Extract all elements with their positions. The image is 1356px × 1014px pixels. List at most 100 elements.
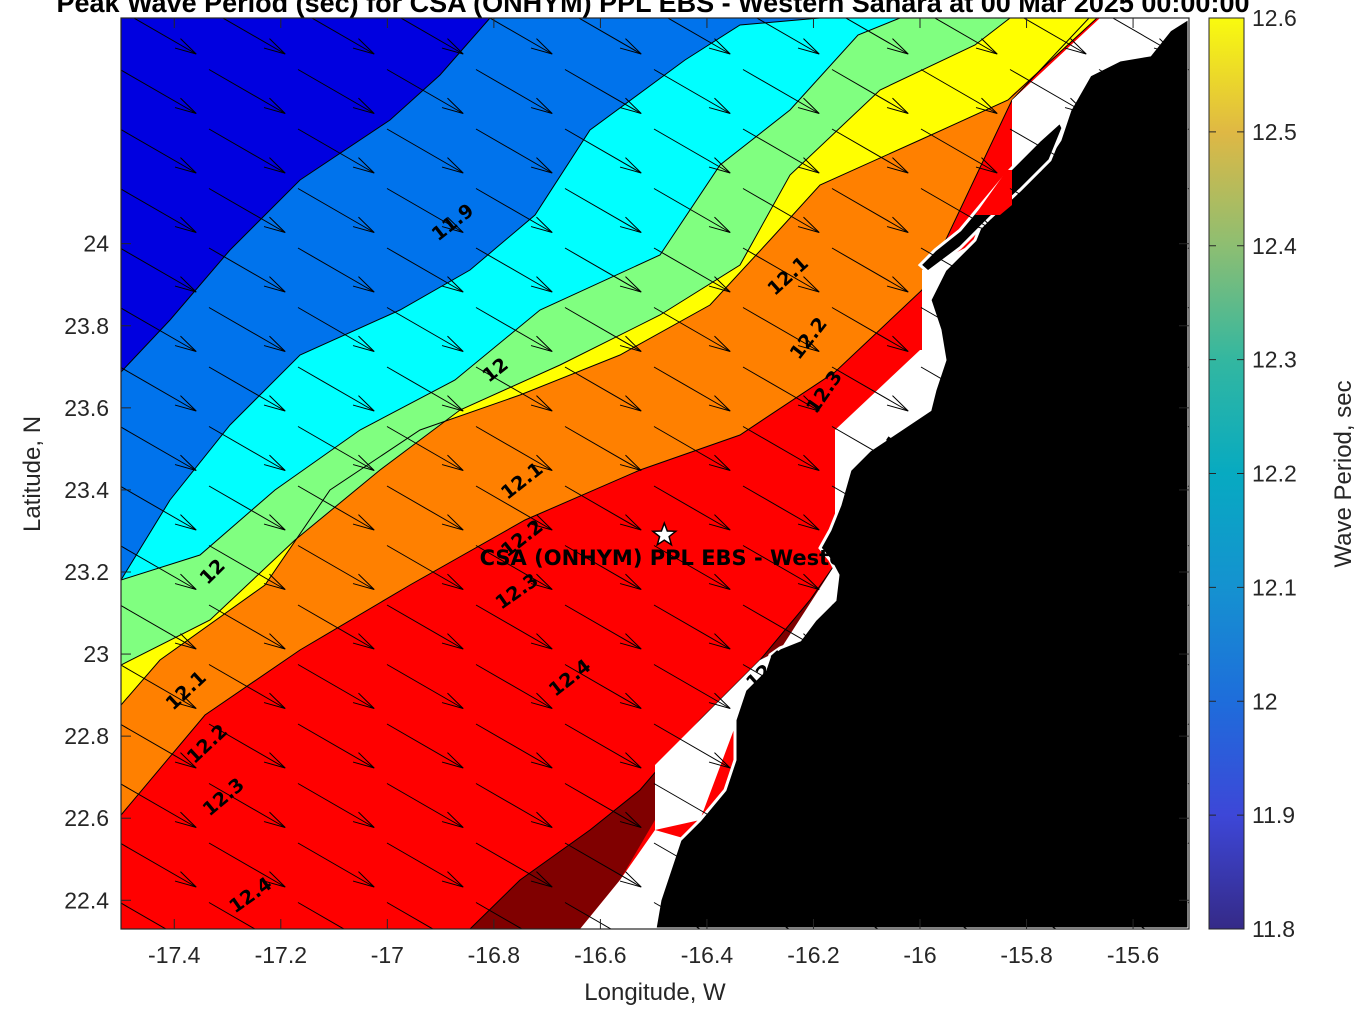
wave-arrow-shaft (1098, 188, 1176, 233)
y-tick-label: 23.6 (64, 395, 109, 421)
wave-arrow-head (441, 633, 464, 650)
wave-arrow-shaft (742, 366, 820, 412)
wave-arrow-head (1153, 335, 1176, 352)
wave-arrow-shaft (920, 69, 998, 114)
y-tick-label: 22.4 (64, 887, 109, 913)
wave-arrow-shaft (208, 188, 286, 233)
wave-arrow-shaft (475, 902, 523, 929)
wave-arrow-head (352, 811, 375, 828)
wave-arrow-shaft (399, 18, 464, 55)
wave-arrow-shaft (564, 664, 642, 709)
wave-arrow-head (619, 811, 642, 828)
wave-arrow-shaft (564, 247, 642, 293)
wave-arrow-head (263, 514, 286, 531)
wave-direction-arrows (121, 18, 1189, 946)
wave-arrow-shaft (1009, 188, 1087, 233)
x-tick-label: -16.2 (787, 942, 839, 968)
wave-arrow-head (797, 692, 820, 709)
wave-arrow-shaft (475, 247, 553, 293)
wave-arrow-shaft (297, 664, 375, 709)
wave-arrow-head (975, 216, 998, 233)
wave-arrow-shaft (564, 723, 642, 769)
wave-arrow-shaft (121, 366, 197, 412)
wave-arrow-head (263, 573, 286, 590)
wave-arrow-head (352, 871, 375, 888)
wave-arrow-head (708, 97, 731, 114)
x-tick-label: -15.6 (1107, 942, 1159, 968)
wave-arrow-head (708, 157, 731, 174)
wave-arrow-shaft (121, 545, 197, 590)
wave-arrow-head (976, 931, 997, 946)
wave-arrow-shaft (653, 902, 701, 929)
wave-arrow-head (886, 216, 909, 233)
wave-arrow-head (1153, 276, 1176, 293)
wave-arrow-head (174, 157, 197, 174)
wave-arrow-shaft (1098, 247, 1176, 293)
colorbar-tick-label: 11.8 (1252, 916, 1295, 942)
wave-arrow-head (797, 811, 820, 828)
wave-arrow-shaft (475, 426, 553, 471)
wave-arrow-shaft (1098, 485, 1176, 531)
wave-arrow-head (441, 38, 464, 55)
wave-arrow-head (1153, 514, 1176, 531)
wave-arrow-shaft (1098, 842, 1176, 888)
wave-arrow-head (352, 335, 375, 352)
wave-arrow-head (1064, 97, 1087, 114)
wave-arrow-shaft (121, 485, 197, 531)
site-label: CSA (ONHYM) PPL EBS - Western Sahara (480, 546, 959, 570)
wave-arrow-shaft (1009, 545, 1087, 590)
wave-arrow-shaft (297, 723, 375, 769)
wave-arrow-head (797, 514, 820, 531)
wave-arrow-head (441, 395, 464, 412)
wave-arrow-head (530, 216, 553, 233)
wave-arrow-head (174, 276, 197, 293)
wave-arrow-head (1064, 573, 1087, 590)
wave-arrow-shaft (208, 664, 286, 709)
colorbar-tick-label: 12.5 (1252, 119, 1297, 145)
wave-arrow-head (708, 276, 731, 293)
wave-arrow-head (441, 335, 464, 352)
wave-arrow-head (441, 454, 464, 471)
wave-arrow-shaft (475, 783, 553, 828)
wave-arrow-head (263, 633, 286, 650)
wave-arrow-head (352, 216, 375, 233)
y-tick-label: 22.8 (64, 723, 109, 749)
wave-arrow-head (263, 276, 286, 293)
wave-arrow-shaft (564, 128, 642, 174)
wave-arrow-head (352, 38, 375, 55)
wave-arrow-shaft (208, 485, 286, 531)
wave-arrow-head (1064, 633, 1087, 650)
wave-arrow-shaft (920, 247, 998, 293)
wave-arrow-head (886, 871, 909, 888)
y-tick-label: 24 (83, 231, 109, 257)
wave-arrow-shaft (386, 902, 434, 929)
wave-arrow-head (174, 216, 197, 233)
contour-band-11.8-11.9 (121, 18, 490, 372)
wave-arrow-shaft (742, 247, 820, 293)
wave-arrow-head (441, 692, 464, 709)
wave-arrow-shaft (920, 664, 998, 709)
wave-arrow-head (619, 633, 642, 650)
x-axis-label: Longitude, W (584, 979, 726, 1006)
wave-arrow-shaft (742, 188, 820, 233)
wave-arrow-shaft (653, 69, 731, 114)
wave-arrow-shaft (653, 485, 731, 531)
wave-arrow-head (263, 38, 286, 55)
wave-arrow-shaft (920, 723, 998, 769)
wave-arrow-shaft (920, 366, 998, 412)
wave-arrow-head (708, 692, 731, 709)
wave-arrow-shaft (577, 18, 642, 55)
x-tick-label: -16.8 (468, 942, 520, 968)
wave-arrow-head (975, 573, 998, 590)
wave-arrow-head (530, 38, 553, 55)
wave-arrow-shaft (1098, 604, 1176, 650)
colorbar-tick-label: 12.3 (1252, 347, 1297, 373)
wave-arrow-shaft (920, 783, 998, 828)
wave-arrow-head (174, 38, 197, 55)
wave-arrow-shaft (653, 366, 731, 412)
wave-arrow-head (174, 811, 197, 828)
wave-arrow-head (886, 157, 909, 174)
wave-arrow-head (886, 38, 909, 55)
wave-arrow-shaft (1009, 604, 1087, 650)
wave-arrow-head (530, 276, 553, 293)
